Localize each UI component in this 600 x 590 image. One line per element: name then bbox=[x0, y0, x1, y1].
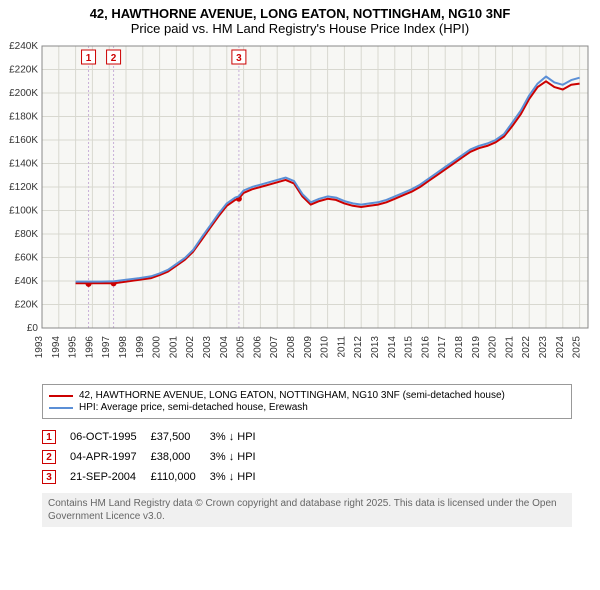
svg-text:2025: 2025 bbox=[572, 336, 583, 359]
title-line-2: Price paid vs. HM Land Registry's House … bbox=[4, 21, 596, 36]
table-row: 2 04-APR-1997£38,0003% ↓ HPI bbox=[42, 447, 270, 467]
legend-item: 42, HAWTHORNE AVENUE, LONG EATON, NOTTIN… bbox=[49, 390, 565, 401]
svg-text:2008: 2008 bbox=[286, 336, 297, 359]
svg-text:£160K: £160K bbox=[9, 135, 38, 146]
svg-text:1995: 1995 bbox=[68, 336, 79, 359]
legend-label: 42, HAWTHORNE AVENUE, LONG EATON, NOTTIN… bbox=[79, 390, 505, 401]
sale-marker-icon: 2 bbox=[42, 450, 56, 464]
svg-text:2020: 2020 bbox=[488, 336, 499, 359]
svg-text:£240K: £240K bbox=[9, 41, 38, 52]
svg-text:2005: 2005 bbox=[236, 336, 247, 359]
sales-table: 1 06-OCT-1995£37,5003% ↓ HPI 2 04-APR-1997£… bbox=[42, 427, 270, 487]
svg-text:£100K: £100K bbox=[9, 206, 38, 217]
sale-diff: 3% ↓ HPI bbox=[210, 447, 270, 467]
legend-item: HPI: Average price, semi-detached house,… bbox=[49, 402, 565, 413]
svg-text:1999: 1999 bbox=[135, 336, 146, 359]
legend: 42, HAWTHORNE AVENUE, LONG EATON, NOTTIN… bbox=[42, 384, 572, 419]
svg-text:2004: 2004 bbox=[219, 336, 230, 359]
title-line-1: 42, HAWTHORNE AVENUE, LONG EATON, NOTTIN… bbox=[4, 6, 596, 21]
svg-text:2022: 2022 bbox=[521, 336, 532, 359]
svg-text:3: 3 bbox=[236, 53, 242, 64]
sale-date: 04-APR-1997 bbox=[70, 447, 151, 467]
table-row: 1 06-OCT-1995£37,5003% ↓ HPI bbox=[42, 427, 270, 447]
sale-diff: 3% ↓ HPI bbox=[210, 427, 270, 447]
svg-text:2009: 2009 bbox=[303, 336, 314, 359]
chart-title-block: 42, HAWTHORNE AVENUE, LONG EATON, NOTTIN… bbox=[0, 0, 600, 38]
svg-text:2007: 2007 bbox=[269, 336, 280, 359]
svg-text:2012: 2012 bbox=[353, 336, 364, 359]
license-footer: Contains HM Land Registry data © Crown c… bbox=[42, 493, 572, 527]
svg-text:2014: 2014 bbox=[387, 336, 398, 359]
svg-text:2006: 2006 bbox=[252, 336, 263, 359]
svg-text:2019: 2019 bbox=[471, 336, 482, 359]
svg-text:2013: 2013 bbox=[370, 336, 381, 359]
price-chart: £0 £20K £40K £60K £80K £100K £120K £140K £160K £1… bbox=[0, 38, 600, 378]
svg-text:2023: 2023 bbox=[538, 336, 549, 359]
sale-date: 06-OCT-1995 bbox=[70, 427, 151, 447]
svg-text:1993: 1993 bbox=[34, 336, 45, 359]
svg-text:£0: £0 bbox=[27, 323, 39, 334]
svg-text:2011: 2011 bbox=[336, 336, 347, 358]
svg-text:£220K: £220K bbox=[9, 65, 38, 76]
legend-label: HPI: Average price, semi-detached house,… bbox=[79, 402, 308, 413]
svg-text:£200K: £200K bbox=[9, 88, 38, 99]
svg-text:2018: 2018 bbox=[454, 336, 465, 359]
svg-text:1: 1 bbox=[86, 53, 92, 64]
svg-text:2001: 2001 bbox=[168, 336, 179, 359]
legend-swatch bbox=[49, 395, 73, 397]
svg-text:2002: 2002 bbox=[185, 336, 196, 359]
svg-text:2003: 2003 bbox=[202, 336, 213, 359]
svg-text:£20K: £20K bbox=[15, 300, 39, 311]
svg-text:£140K: £140K bbox=[9, 159, 38, 170]
sale-marker-icon: 1 bbox=[42, 430, 56, 444]
svg-text:£80K: £80K bbox=[15, 229, 39, 240]
svg-text:£180K: £180K bbox=[9, 112, 38, 123]
svg-text:2024: 2024 bbox=[555, 336, 566, 359]
svg-text:1994: 1994 bbox=[51, 336, 62, 359]
sale-date: 21-SEP-2004 bbox=[70, 467, 151, 487]
svg-text:2010: 2010 bbox=[320, 336, 331, 359]
svg-text:2016: 2016 bbox=[420, 336, 431, 359]
svg-text:2000: 2000 bbox=[152, 336, 163, 359]
svg-text:2015: 2015 bbox=[404, 336, 415, 359]
svg-text:2: 2 bbox=[111, 53, 117, 64]
table-row: 3 21-SEP-2004£110,0003% ↓ HPI bbox=[42, 467, 270, 487]
svg-text:2021: 2021 bbox=[504, 336, 515, 359]
svg-text:1997: 1997 bbox=[101, 336, 112, 359]
sale-diff: 3% ↓ HPI bbox=[210, 467, 270, 487]
svg-text:£40K: £40K bbox=[15, 276, 39, 287]
svg-text:1996: 1996 bbox=[84, 336, 95, 359]
sale-price: £110,000 bbox=[151, 467, 210, 487]
svg-text:1998: 1998 bbox=[118, 336, 129, 359]
legend-swatch bbox=[49, 407, 73, 409]
svg-text:£60K: £60K bbox=[15, 253, 39, 264]
sale-price: £38,000 bbox=[151, 447, 210, 467]
svg-text:£120K: £120K bbox=[9, 182, 38, 193]
sale-marker-icon: 3 bbox=[42, 470, 56, 484]
svg-text:2017: 2017 bbox=[437, 336, 448, 359]
sale-price: £37,500 bbox=[151, 427, 210, 447]
